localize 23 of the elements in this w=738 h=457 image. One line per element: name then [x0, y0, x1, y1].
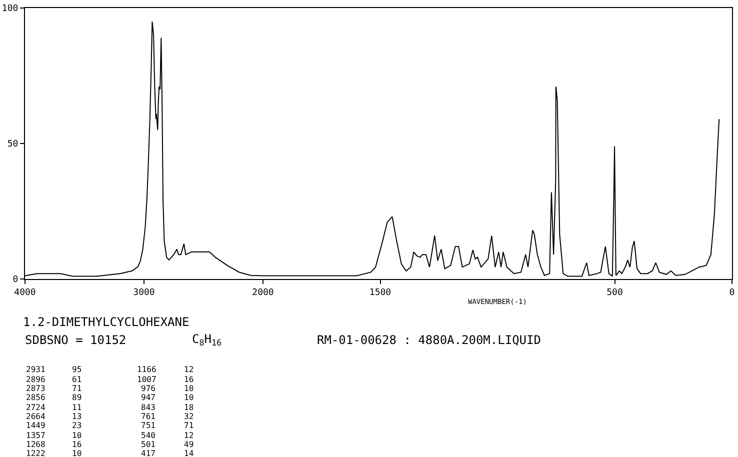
x-tick-label: 0 — [729, 288, 735, 298]
text: SDBSNO = 10152 — [25, 333, 126, 347]
text: 2724 11 843 18 — [26, 403, 194, 412]
x-tick-label: 2000 — [252, 288, 274, 298]
text: 2664 13 761 32 — [26, 412, 194, 421]
x-tick-label: 3000 — [133, 288, 155, 298]
text: 1222 10 417 14 — [26, 449, 194, 457]
text: 2896 61 1007 16 — [26, 375, 194, 384]
y-tick-label: 0 — [12, 275, 18, 286]
text: 2873 71 976 10 — [26, 384, 194, 393]
y-tick-label: 50 — [7, 140, 18, 150]
x-tick-label: 500 — [606, 288, 623, 298]
x-tick-label: 1500 — [369, 288, 392, 298]
text: 2931 95 1166 12 — [26, 365, 194, 374]
text: 2856 89 947 10 — [26, 393, 194, 402]
text: 1268 16 501 49 — [26, 440, 194, 449]
y-tick-label: 100 — [2, 4, 18, 14]
text: RM-01-00628 : 4880A.200M.LIQUID — [317, 333, 541, 347]
text: 1357 10 540 12 — [26, 431, 194, 440]
text: 1.2-DIMETHYLCYCLOHEXANE — [23, 315, 190, 330]
x-tick-label: 4000 — [14, 288, 36, 298]
text: C$_{8}$H$_{16}$ — [192, 332, 222, 348]
text: 1449 23 751 71 — [26, 421, 194, 430]
